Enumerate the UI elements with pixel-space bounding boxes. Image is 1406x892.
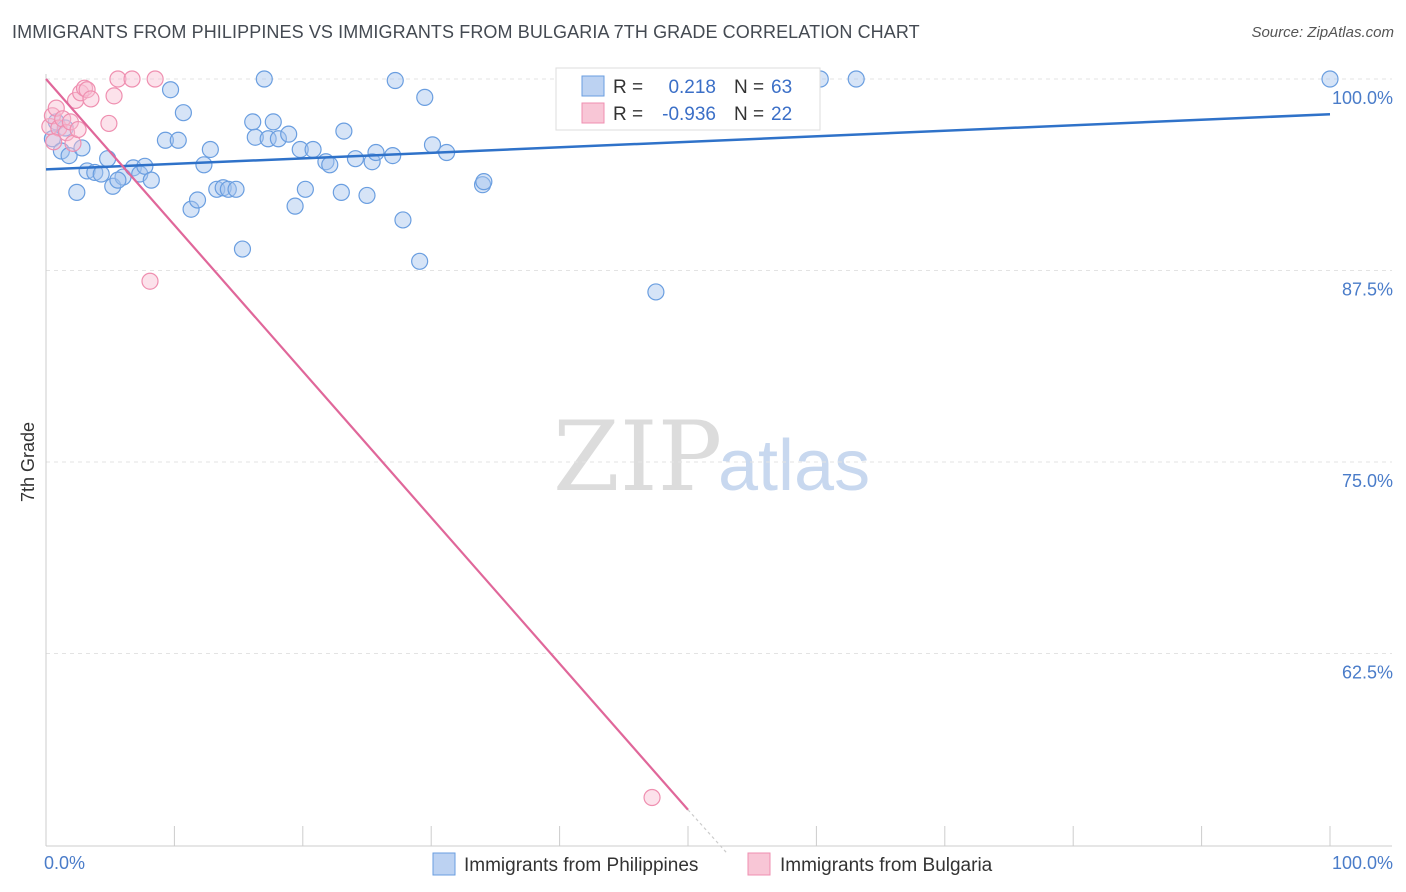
point-philippines: [227, 180, 245, 198]
point-bulgaria: [100, 114, 118, 133]
trendline-philippines: [45, 112, 1331, 171]
point-bulgaria: [105, 87, 123, 105]
point-philippines: [332, 183, 350, 201]
bottom-legend: Immigrants from Philippines Immigrants f…: [432, 852, 993, 876]
point-philippines: [367, 143, 385, 162]
bottom-legend-label-bulgaria: Immigrants from Bulgaria: [780, 855, 993, 876]
point-philippines: [335, 122, 353, 140]
chart-title: IMMIGRANTS FROM PHILIPPINES VS IMMIGRANT…: [12, 22, 920, 42]
point-bulgaria: [141, 272, 159, 290]
point-philippines: [244, 113, 262, 131]
point-philippines: [286, 197, 304, 215]
point-philippines: [156, 131, 175, 149]
trendline-bulgaria: [45, 78, 689, 811]
point-philippines: [304, 140, 322, 159]
bottom-legend-swatch-philippines: [432, 852, 456, 876]
point-philippines: [423, 136, 442, 154]
point-bulgaria: [45, 133, 63, 151]
point-philippines: [161, 81, 180, 99]
point-philippines: [73, 139, 91, 157]
point-bulgaria: [643, 788, 661, 807]
watermark-zip: ZIP: [553, 401, 722, 513]
trendlines: [45, 78, 1331, 854]
top-legend: R = 0.218 N = 63 R = -0.936 N = 22: [555, 67, 821, 131]
point-philippines: [411, 252, 429, 270]
legend-swatch-bulgaria: [581, 102, 605, 124]
legend-swatch-philippines: [581, 75, 605, 97]
x-tick-label-left: 0.0%: [44, 853, 85, 873]
point-philippines: [847, 70, 865, 88]
bottom-legend-swatch-bulgaria: [747, 852, 771, 876]
point-philippines: [280, 125, 298, 143]
point-philippines: [363, 153, 381, 171]
point-philippines: [358, 186, 376, 205]
point-philippines: [174, 104, 192, 122]
legend-n-value-1: 63: [771, 77, 792, 98]
point-philippines: [99, 150, 117, 168]
legend-r-label-2: R =: [613, 104, 643, 125]
point-philippines: [188, 191, 207, 209]
point-philippines: [182, 200, 200, 218]
source-label: Source: ZipAtlas.com: [1251, 24, 1394, 41]
point-philippines: [142, 171, 160, 189]
bottom-legend-label-philippines: Immigrants from Philippines: [464, 855, 698, 876]
point-philippines: [346, 150, 365, 168]
watermark-atlas: atlas: [718, 426, 870, 506]
legend-r-value-2: -0.936: [662, 104, 716, 125]
point-philippines: [386, 71, 404, 90]
point-philippines: [233, 240, 252, 258]
point-philippines: [264, 113, 282, 131]
y-axis-label: 7th Grade: [18, 422, 38, 502]
gridlines: [46, 78, 1392, 654]
point-bulgaria: [47, 99, 65, 117]
point-bulgaria: [109, 70, 127, 88]
point-philippines: [416, 88, 434, 106]
y-tick-label: 87.5%: [1342, 280, 1393, 300]
y-tick-label: 62.5%: [1342, 663, 1393, 683]
legend-n-label-1: N =: [734, 77, 764, 98]
point-philippines: [647, 283, 665, 301]
point-philippines: [1321, 70, 1339, 88]
point-bulgaria: [69, 120, 87, 139]
point-philippines: [296, 180, 314, 198]
y-tick-label: 100.0%: [1332, 88, 1393, 108]
point-philippines: [246, 128, 264, 146]
point-philippines: [475, 173, 493, 191]
point-bulgaria: [78, 81, 96, 99]
point-philippines: [195, 156, 213, 174]
point-philippines: [394, 211, 412, 229]
point-philippines: [109, 171, 127, 189]
y-tick-label: 75.0%: [1342, 471, 1393, 491]
axes: [45, 74, 1392, 847]
point-bulgaria: [146, 70, 164, 88]
point-philippines: [68, 183, 86, 201]
point-philippines: [255, 70, 273, 88]
x-tick-label-right: 100.0%: [1332, 853, 1393, 873]
point-philippines: [321, 156, 339, 174]
legend-n-label-2: N =: [734, 104, 764, 125]
point-bulgaria: [123, 70, 141, 88]
legend-n-value-2: 22: [771, 104, 792, 125]
legend-r-label-1: R =: [613, 77, 643, 98]
legend-r-value-1: 0.218: [668, 77, 716, 98]
point-philippines: [169, 131, 187, 149]
point-philippines: [269, 130, 288, 148]
x-tick-labels: 0.0% 100.0%: [44, 853, 1393, 873]
point-philippines: [201, 140, 219, 159]
point-bulgaria: [82, 90, 100, 108]
y-tick-labels: 100.0% 87.5% 75.0% 62.5%: [1332, 88, 1393, 683]
trendline-bulgaria-extension: [687, 809, 727, 854]
series-bulgaria: [41, 70, 661, 807]
